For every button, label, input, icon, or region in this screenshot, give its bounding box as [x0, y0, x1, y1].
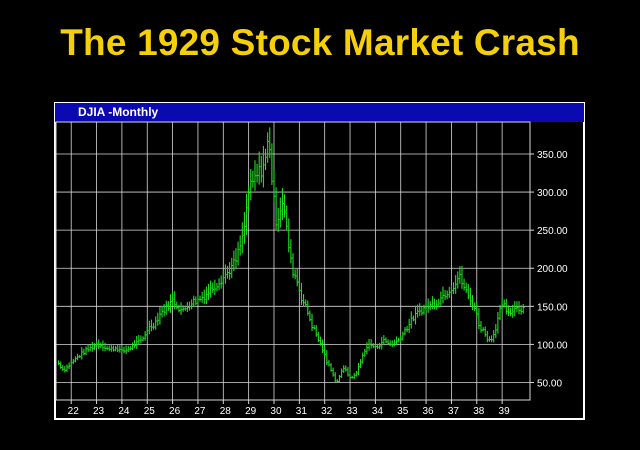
y-tick-label: 350.00 — [537, 150, 568, 161]
slide-title: The 1929 Stock Market Crash — [60, 22, 580, 63]
x-axis-panel — [56, 400, 583, 418]
y-tick-label: 100.00 — [537, 340, 568, 351]
y-tick-label: 200.00 — [537, 264, 568, 275]
x-tick-label: 30 — [270, 406, 282, 417]
x-tick-label: 33 — [346, 406, 358, 417]
axis-panel — [530, 122, 583, 400]
x-tick-label: 22 — [68, 406, 80, 417]
chart-window: DJIA -Monthly 350.00 300.00 250.00 200.00 15… — [54, 102, 585, 420]
x-tick-label: 37 — [448, 406, 460, 417]
x-axis-ticks: 22 23 24 25 26 27 28 29 30 31 32 33 34 35 36 37 38 39 — [68, 400, 510, 417]
x-tick-label: 29 — [245, 406, 257, 417]
plot-frame — [55, 121, 531, 401]
x-tick-label: 36 — [423, 406, 435, 417]
y-tick-label: 150.00 — [537, 302, 568, 313]
x-tick-label: 31 — [296, 406, 308, 417]
x-tick-label: 39 — [499, 406, 511, 417]
djia-series — [57, 127, 525, 383]
y-tick-label: 250.00 — [537, 226, 568, 237]
grid-lines — [55, 121, 531, 401]
x-tick-label: 23 — [93, 406, 105, 417]
x-tick-label: 26 — [169, 406, 181, 417]
y-axis-ticks: 350.00 300.00 250.00 200.00 150.00 100.00 50.0… — [530, 150, 568, 389]
x-tick-label: 27 — [194, 406, 206, 417]
x-tick-label: 38 — [473, 406, 485, 417]
y-tick-label: 300.00 — [537, 188, 568, 199]
x-tick-label: 25 — [144, 406, 156, 417]
x-tick-label: 32 — [321, 406, 333, 417]
x-tick-label: 35 — [397, 406, 409, 417]
x-tick-label: 34 — [372, 406, 384, 417]
x-tick-label: 28 — [220, 406, 232, 417]
window-titlebar[interactable]: DJIA -Monthly — [55, 103, 584, 122]
x-tick-label: 24 — [118, 406, 130, 417]
y-tick-label: 50.00 — [537, 378, 562, 389]
djia-chart: 350.00 300.00 250.00 200.00 150.00 100.00 50.0… — [55, 121, 583, 418]
window-title: DJIA -Monthly — [78, 105, 159, 119]
